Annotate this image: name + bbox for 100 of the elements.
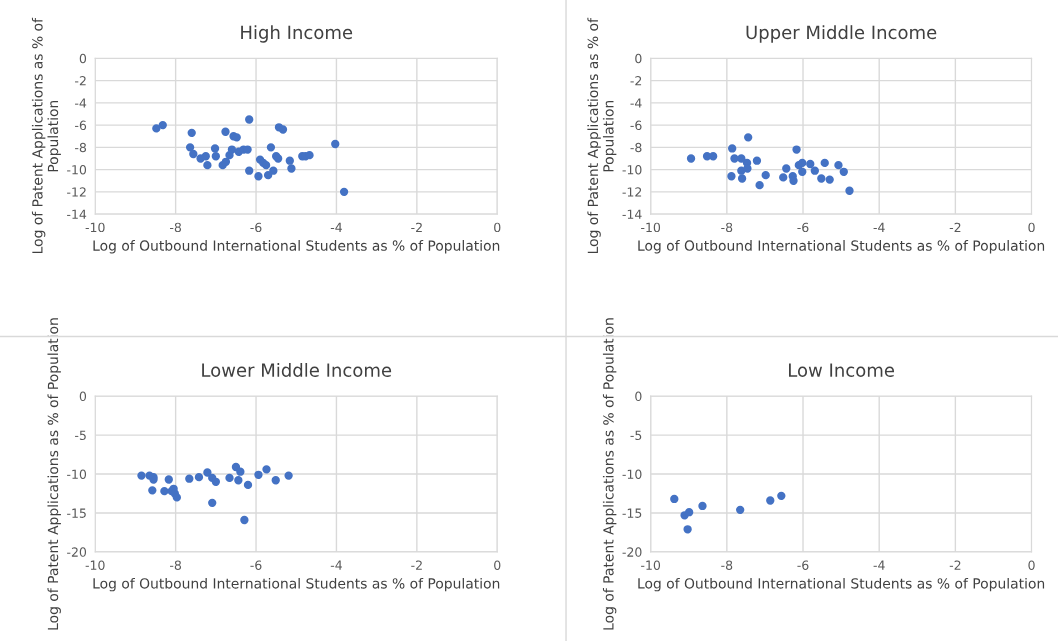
- point: [269, 166, 278, 175]
- y-tick-label: -5: [75, 430, 86, 441]
- y-tick-label: -2: [75, 76, 86, 86]
- point: [225, 473, 234, 483]
- point: [262, 465, 271, 474]
- point: [798, 158, 807, 168]
- point: [798, 167, 807, 176]
- y-tick-label: 0: [635, 53, 642, 64]
- y-tick-label: -5: [630, 430, 642, 441]
- x-tick-label: -8: [721, 560, 733, 570]
- y-tick-label: -4: [75, 98, 87, 108]
- x-tick-label: -4: [330, 222, 342, 232]
- y-axis-title: Log of Patent Applications as % of Population: [587, 17, 617, 254]
- point: [806, 159, 815, 169]
- point: [727, 172, 736, 181]
- point: [243, 480, 253, 490]
- point: [266, 143, 276, 152]
- y-tick-label: -2: [630, 76, 642, 86]
- point: [201, 152, 210, 161]
- y-tick-label: 0: [79, 53, 87, 64]
- x-tick-label: -8: [721, 222, 733, 233]
- y-tick-label: -12: [67, 187, 86, 197]
- y-tick-label: -20: [67, 547, 87, 557]
- y-tick-label: -4: [630, 98, 642, 108]
- point: [820, 158, 829, 168]
- point: [777, 491, 786, 500]
- y-tick-label: -6: [75, 120, 87, 131]
- point: [189, 149, 198, 159]
- x-tick-label: -2: [411, 560, 422, 570]
- x-tick-label: -4: [873, 560, 885, 570]
- y-tick-label: -14: [67, 209, 87, 219]
- point: [684, 508, 694, 517]
- x-tick-label: -2: [949, 560, 961, 570]
- y-axis-title: Log of Patent Applications as % of Population: [47, 318, 61, 630]
- point: [834, 160, 843, 170]
- chart-title: Upper Middle Income: [746, 25, 937, 43]
- y-tick-label: -10: [67, 165, 87, 175]
- point: [670, 494, 679, 504]
- point: [736, 505, 745, 515]
- point: [234, 476, 243, 485]
- point: [160, 486, 169, 496]
- point: [194, 472, 204, 482]
- point: [686, 154, 696, 163]
- x-tick-label: 0: [494, 222, 501, 233]
- point: [683, 525, 692, 534]
- y-axis-title: Log of Patent Applications as % of Population: [602, 318, 617, 630]
- point: [185, 143, 195, 152]
- point: [254, 470, 263, 479]
- point: [271, 476, 280, 485]
- y-tick-label: -8: [75, 142, 87, 153]
- point: [752, 156, 762, 165]
- point: [137, 471, 146, 480]
- point: [245, 115, 254, 124]
- y-tick-label: -15: [67, 508, 86, 518]
- point: [236, 467, 245, 476]
- y-tick-label: -10: [622, 165, 642, 175]
- x-tick-label: -6: [250, 560, 262, 570]
- point: [728, 144, 737, 153]
- point: [221, 127, 230, 136]
- point: [825, 175, 834, 184]
- x-tick-label: -6: [797, 222, 809, 233]
- point: [782, 164, 791, 173]
- point: [203, 160, 212, 170]
- point: [698, 501, 707, 511]
- point: [152, 124, 161, 133]
- point: [164, 475, 173, 484]
- point: [792, 145, 801, 154]
- point: [284, 471, 293, 480]
- y-tick-label: 0: [635, 391, 642, 402]
- point: [744, 133, 753, 142]
- point: [766, 496, 775, 505]
- y-tick-label: -10: [67, 469, 87, 479]
- point: [810, 166, 819, 175]
- point: [737, 174, 747, 183]
- y-tick-label: -15: [622, 508, 642, 518]
- point: [185, 474, 194, 483]
- y-tick-label: -10: [622, 469, 642, 479]
- point: [743, 164, 752, 173]
- point: [779, 173, 788, 182]
- point: [305, 150, 314, 160]
- point: [755, 181, 764, 190]
- point: [817, 174, 826, 183]
- point: [148, 486, 157, 495]
- y-tick-label: -20: [622, 547, 642, 557]
- point: [761, 170, 770, 180]
- point: [245, 166, 254, 175]
- x-tick-label: -4: [330, 560, 342, 570]
- point: [845, 186, 854, 195]
- y-tick-label: -12: [622, 187, 642, 197]
- point: [211, 152, 220, 161]
- point: [254, 172, 263, 181]
- point: [221, 157, 231, 166]
- x-tick-label: -2: [411, 222, 422, 232]
- point: [285, 156, 294, 165]
- x-tick-label: 0: [494, 560, 501, 570]
- x-axis-title: Log of Outbound International Students as % of Population: [93, 577, 500, 592]
- point: [287, 164, 296, 173]
- x-tick-label: -6: [250, 222, 262, 233]
- point: [210, 144, 220, 153]
- x-tick-label: -8: [170, 222, 181, 233]
